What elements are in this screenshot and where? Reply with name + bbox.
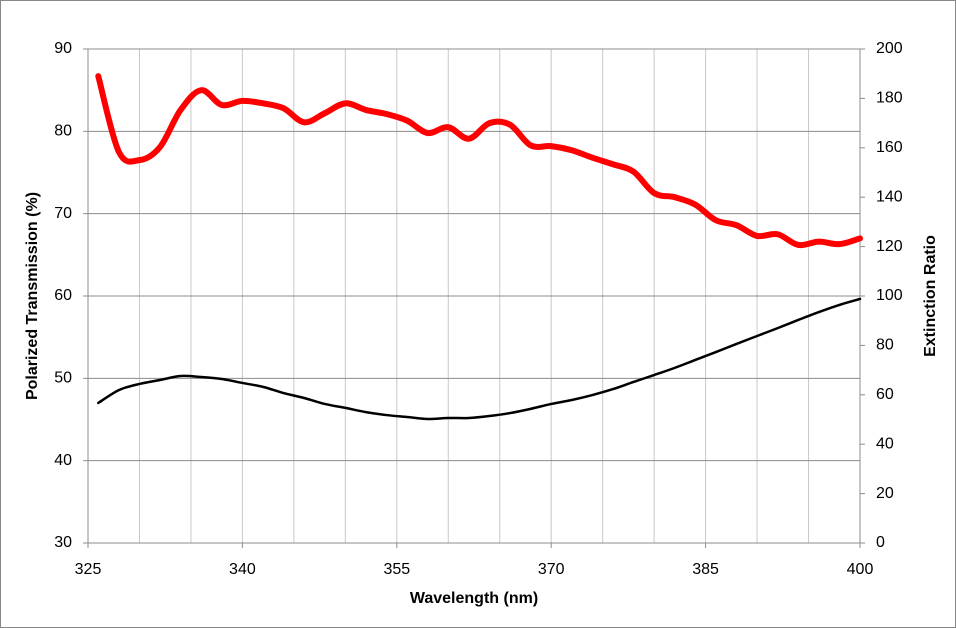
y2-tick-label: 200 <box>876 40 903 57</box>
y-tick-label: 80 <box>54 123 72 140</box>
x-tick-label: 325 <box>75 561 102 578</box>
x-axis-label: Wavelength (nm) <box>410 590 538 607</box>
y-tick-label: 70 <box>54 205 72 222</box>
y2-tick-label: 140 <box>876 188 903 205</box>
x-tick-label: 355 <box>383 561 410 578</box>
x-tick-label: 385 <box>692 561 719 578</box>
x-tick-label: 340 <box>229 561 256 578</box>
series-line <box>95 73 863 249</box>
y-tick-label: 30 <box>54 534 72 551</box>
y2-tick-label: 180 <box>876 90 903 107</box>
y2-tick-label: 160 <box>876 139 903 156</box>
y2-axis-label: Extinction Ratio <box>922 235 939 357</box>
x-tick-label: 400 <box>847 561 874 578</box>
y2-tick-label: 80 <box>876 337 894 354</box>
y2-tick-label: 0 <box>876 534 885 551</box>
y-tick-label: 90 <box>54 40 72 57</box>
series-line <box>97 297 862 421</box>
y-tick-label: 50 <box>54 370 72 387</box>
y2-tick-label: 40 <box>876 435 894 452</box>
y2-tick-label: 120 <box>876 238 903 255</box>
y-tick-label: 40 <box>54 452 72 469</box>
y-axis-label: Polarized Transmission (%) <box>24 192 41 400</box>
y2-tick-label: 100 <box>876 287 903 304</box>
y-tick-label: 60 <box>54 287 72 304</box>
y2-tick-label: 60 <box>876 386 894 403</box>
y2-tick-label: 20 <box>876 485 894 502</box>
x-tick-label: 370 <box>538 561 565 578</box>
